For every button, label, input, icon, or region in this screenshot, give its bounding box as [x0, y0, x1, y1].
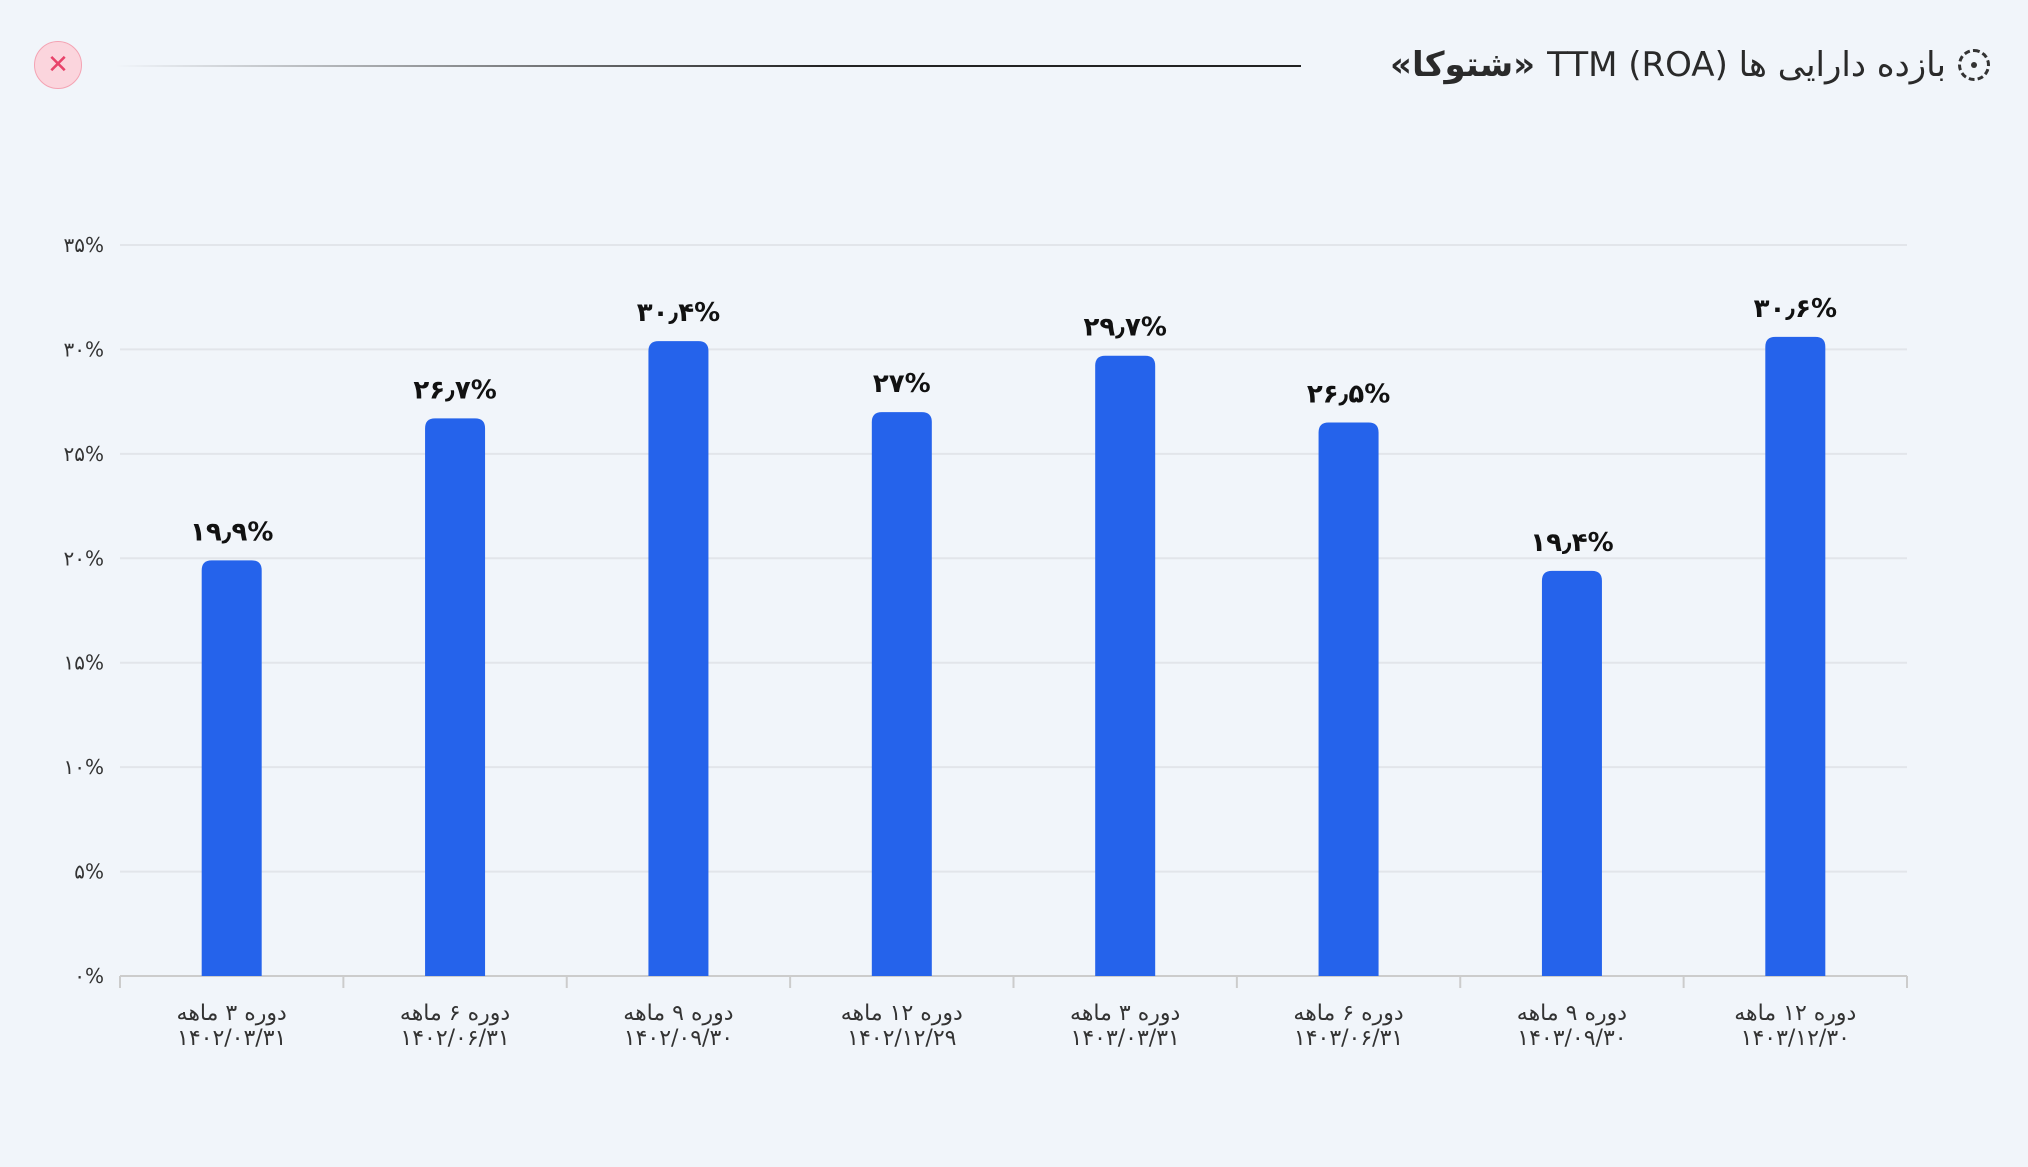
bar: [1541, 570, 1602, 976]
x-tick-date: ۱۴۰۲/۰۹/۳۰: [624, 1026, 733, 1051]
title-text: بازده دارایی ها (ROA) TTM: [1547, 45, 1946, 85]
y-tick-label: ۳۵%: [64, 233, 105, 257]
bar: [201, 560, 262, 976]
x-tick-label: دوره ۶ ماهه: [400, 1001, 510, 1026]
bar: [1095, 355, 1156, 976]
header-divider: [115, 65, 1301, 67]
y-tick-label: ۳۰%: [64, 337, 105, 361]
x-tick-date: ۱۴۰۲/۱۲/۲۹: [847, 1026, 956, 1051]
x-tick-label: دوره ۶ ماهه: [1293, 1001, 1403, 1026]
x-tick-date: ۱۴۰۳/۱۲/۳۰: [1741, 1026, 1850, 1051]
data-label: ۲۹٫۷%: [1083, 313, 1166, 343]
y-tick-label: ۲۵%: [64, 442, 105, 466]
data-label: ۲۶٫۵%: [1307, 380, 1390, 410]
x-tick-label: دوره ۳ ماهه: [1070, 1001, 1180, 1026]
bar: [648, 341, 709, 976]
x-tick-date: ۱۴۰۳/۰۹/۳۰: [1517, 1026, 1626, 1051]
x-tick-label: دوره ۱۲ ماهه: [1734, 1001, 1856, 1026]
bar: [871, 412, 932, 977]
x-tick-date: ۱۴۰۳/۰۳/۳۱: [1071, 1026, 1180, 1051]
data-label: ۲۷%: [873, 369, 931, 399]
dashed-circle-icon: [1958, 49, 1990, 81]
data-label: ۳۰٫۴%: [637, 298, 720, 328]
data-label: ۱۹٫۹%: [190, 517, 273, 547]
x-tick-date: ۱۴۰۲/۰۳/۳۱: [177, 1026, 286, 1051]
data-label: ۳۰٫۶%: [1754, 294, 1837, 324]
x-tick-label: دوره ۹ ماهه: [1517, 1001, 1627, 1026]
bar: [425, 418, 486, 976]
y-tick-label: ۱۵%: [64, 651, 105, 675]
x-tick-label: دوره ۳ ماهه: [177, 1001, 287, 1026]
x-tick-date: ۱۴۰۳/۰۶/۳۱: [1294, 1026, 1403, 1051]
close-icon: ✕: [47, 50, 69, 80]
bar: [1765, 336, 1826, 976]
bar: [1318, 422, 1379, 976]
title-symbol: «شتوکا»: [1390, 45, 1536, 85]
close-button[interactable]: ✕: [34, 41, 82, 89]
y-tick-label: ۱۰%: [64, 755, 105, 779]
y-tick-label: ۵%: [74, 860, 104, 884]
x-tick-date: ۱۴۰۲/۰۶/۳۱: [400, 1026, 509, 1051]
y-tick-label: ۰%: [74, 964, 104, 988]
x-tick-label: دوره ۱۲ ماهه: [841, 1001, 963, 1026]
y-tick-label: ۲۰%: [64, 546, 105, 570]
chart-title: بازده دارایی ها (ROA) TTM «شتوکا»: [1390, 40, 1990, 90]
data-label: ۲۶٫۷%: [413, 375, 496, 405]
data-label: ۱۹٫۴%: [1530, 528, 1613, 558]
x-tick-label: دوره ۹ ماهه: [623, 1001, 733, 1026]
